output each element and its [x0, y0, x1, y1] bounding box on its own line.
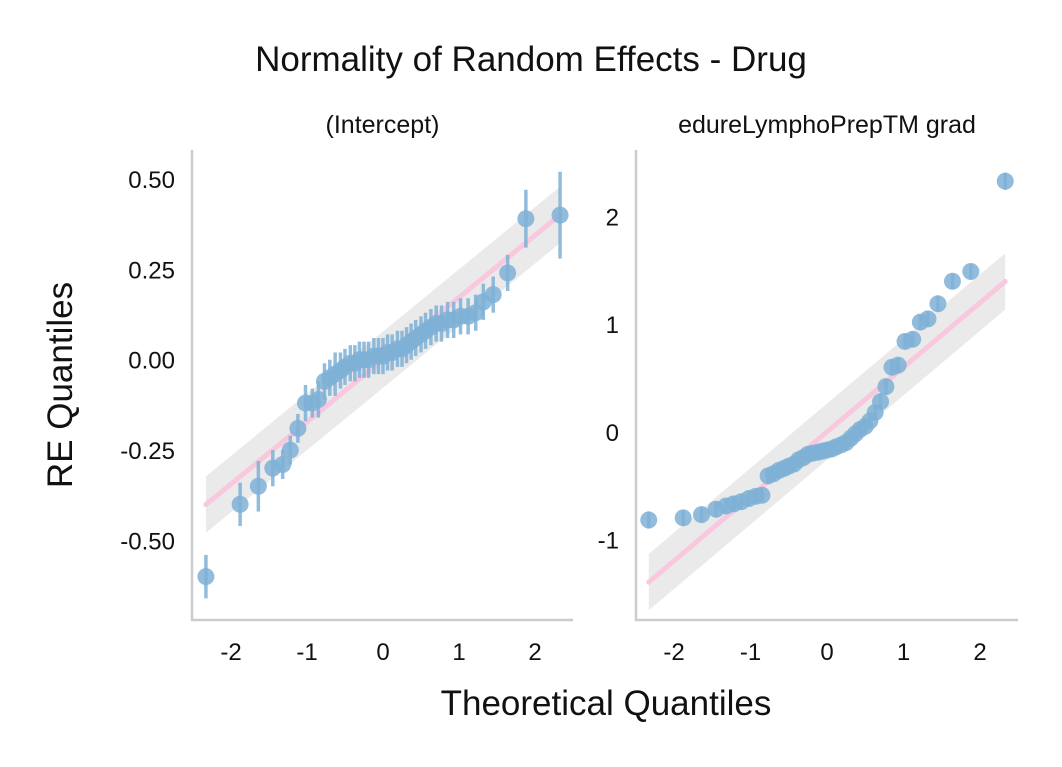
x-tick-label: -1	[296, 639, 317, 666]
x-tick-label: 2	[528, 639, 541, 666]
data-point	[872, 393, 890, 411]
data-point	[197, 568, 215, 586]
y-tick-label: 1	[606, 312, 619, 339]
panel-lymphoprep: edureLymphoPrepTM grad -2 -1 0 1 2 2 1 0 -1	[598, 111, 1018, 666]
y-tick-label: 0.00	[128, 348, 175, 375]
data-point	[499, 264, 517, 282]
panel-label: edureLymphoPrepTM grad	[678, 111, 976, 139]
data-point	[517, 210, 535, 228]
axis-lines	[190, 150, 573, 622]
data-point	[904, 330, 922, 348]
data-point	[693, 506, 711, 524]
data-point	[929, 295, 947, 313]
x-tick-label: -2	[220, 639, 241, 666]
data-point	[674, 509, 692, 527]
data-point	[753, 486, 771, 504]
data-point	[919, 310, 937, 328]
x-tick-label: 0	[820, 639, 833, 666]
data-point	[274, 456, 292, 474]
y-tick-label: 2	[606, 205, 619, 232]
data-point	[551, 206, 569, 224]
y-tick-label: -0.50	[120, 528, 175, 555]
data-point	[484, 286, 502, 304]
data-point	[889, 356, 907, 374]
y-tick-label: -1	[598, 527, 619, 554]
data-point	[289, 419, 307, 437]
data-point	[962, 263, 980, 281]
data-point	[249, 477, 267, 495]
x-tick-label: 0	[376, 639, 389, 666]
x-tick-label: 1	[897, 639, 910, 666]
x-axis-label: Theoretical Quantiles	[441, 684, 772, 723]
x-tick-label: -2	[663, 639, 684, 666]
x-tick-label: 1	[452, 639, 465, 666]
data-point	[281, 441, 299, 459]
x-tick-label: -1	[740, 639, 761, 666]
data-point	[231, 495, 249, 513]
panel-label: (Intercept)	[326, 111, 440, 139]
y-tick-label: -0.25	[120, 438, 175, 465]
y-tick-label: 0	[606, 420, 619, 447]
data-point	[640, 511, 658, 529]
y-tick-label: 0.25	[128, 257, 175, 284]
y-axis-label: RE Quantiles	[41, 282, 80, 488]
data-point	[877, 378, 895, 396]
axis-lines	[634, 150, 1018, 622]
x-tick-label: 2	[973, 639, 986, 666]
y-tick-label: 0.50	[128, 167, 175, 194]
data-point	[309, 390, 327, 408]
data-point	[943, 272, 961, 290]
panel-intercept: (Intercept) -2 -1 0 1 2 0.50 0.25 0.00 -0.25 -0.50	[120, 111, 573, 666]
data-point	[996, 172, 1014, 190]
figure-title: Normality of Random Effects - Drug	[255, 40, 807, 79]
reference-line	[646, 278, 1008, 585]
